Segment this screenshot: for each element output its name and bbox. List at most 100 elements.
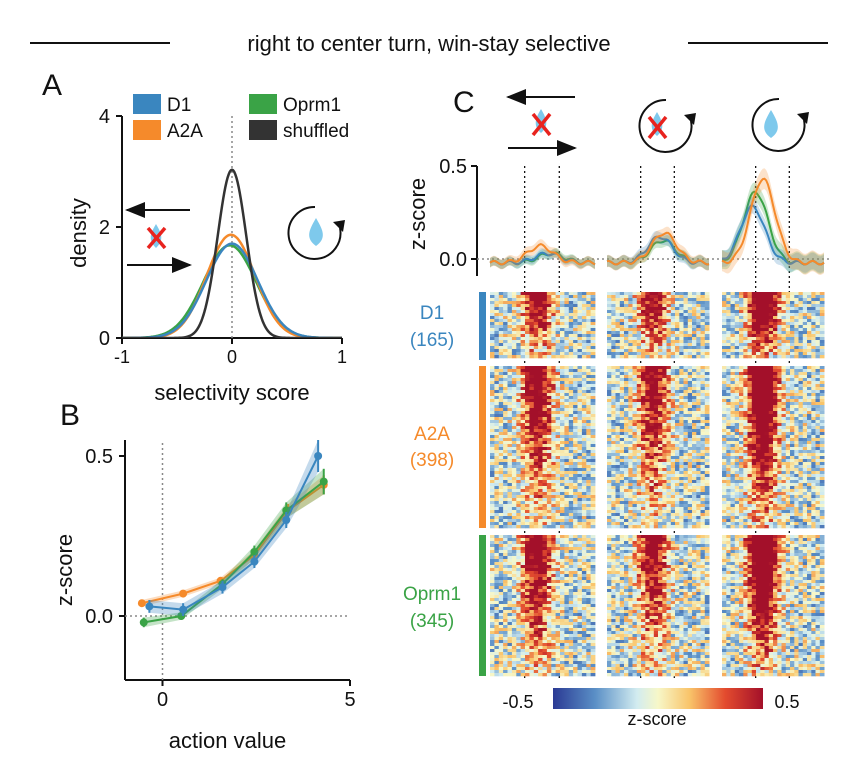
heatmap-cell bbox=[542, 501, 548, 505]
heatmap-cell bbox=[645, 474, 650, 478]
heatmap-cell bbox=[581, 522, 587, 526]
heatmap-cell bbox=[679, 343, 684, 347]
heatmap-cell bbox=[507, 471, 513, 475]
heatmap-cell bbox=[611, 402, 616, 406]
heatmap-cell bbox=[615, 355, 621, 359]
heatmap-cell bbox=[653, 435, 659, 439]
heatmap-cell bbox=[722, 307, 727, 311]
heatmap-cell bbox=[607, 519, 612, 523]
heatmap-cell bbox=[503, 369, 508, 373]
heatmap-cell bbox=[807, 396, 812, 400]
heatmap-cell bbox=[739, 328, 744, 332]
heatmap-cell bbox=[645, 495, 650, 499]
heatmap-cell bbox=[498, 322, 504, 326]
heatmap-cell bbox=[700, 447, 706, 451]
heatmap-cell bbox=[739, 322, 744, 326]
heatmap-cell bbox=[645, 447, 650, 451]
heatmap-cell bbox=[520, 441, 526, 445]
heatmap-cell bbox=[533, 405, 539, 409]
heatmap-cell bbox=[636, 292, 642, 296]
heatmap-cell bbox=[645, 384, 650, 388]
heatmap-cell bbox=[730, 337, 736, 341]
heatmap-cell bbox=[675, 337, 680, 341]
heatmap-cell bbox=[692, 486, 697, 490]
heatmap-cell bbox=[696, 444, 701, 448]
heatmap-cell bbox=[516, 471, 522, 475]
heatmap-cell bbox=[529, 375, 535, 379]
heatmap-cell bbox=[490, 325, 495, 329]
heatmap-cell bbox=[590, 325, 596, 329]
heatmap-cell bbox=[494, 480, 500, 484]
heatmap-cell bbox=[666, 435, 672, 439]
heatmap-cell bbox=[538, 295, 543, 299]
heatmap-cell bbox=[692, 372, 697, 376]
heatmap-cell bbox=[507, 337, 513, 341]
heatmap-cell bbox=[590, 492, 596, 496]
heatmap-cell bbox=[764, 384, 770, 388]
heatmap-cell bbox=[649, 343, 655, 347]
heatmap-cell bbox=[798, 414, 804, 418]
heatmap-cell bbox=[704, 519, 710, 523]
heatmap-cell bbox=[683, 471, 689, 475]
heatmap-cell bbox=[696, 408, 701, 412]
heatmap-cell bbox=[573, 340, 578, 344]
heatmap-cell bbox=[628, 435, 633, 439]
heatmap-cell bbox=[692, 489, 697, 493]
heatmap-cell bbox=[641, 438, 646, 442]
heatmap-cell bbox=[751, 402, 757, 406]
heatmap-cell bbox=[700, 495, 706, 499]
heatmap-cell bbox=[687, 396, 693, 400]
heatmap-cell bbox=[560, 471, 565, 475]
heatmap-cell bbox=[794, 355, 799, 359]
heatmap-cell bbox=[764, 417, 770, 421]
heatmap-cell bbox=[619, 480, 625, 484]
heatmap-cell bbox=[573, 504, 578, 508]
heatmap-cell bbox=[722, 331, 727, 335]
heatmap-cell bbox=[503, 420, 508, 424]
heatmap-cell bbox=[516, 486, 522, 490]
heatmap-cell bbox=[781, 304, 787, 308]
heatmap-cell bbox=[675, 352, 680, 356]
heatmap-cell bbox=[679, 295, 684, 299]
heatmap-cell bbox=[632, 316, 638, 320]
heatmap-cell bbox=[511, 340, 517, 344]
heatmap-cell bbox=[546, 480, 552, 484]
heatmap-cell bbox=[687, 471, 693, 475]
heatmap-cell bbox=[768, 307, 774, 311]
heatmap-cell bbox=[581, 486, 587, 490]
heatmap-cell bbox=[525, 504, 530, 508]
heatmap-cell bbox=[645, 438, 650, 442]
heatmap-cell bbox=[516, 516, 522, 520]
heatmap-cell bbox=[546, 307, 552, 311]
heatmap-cell bbox=[542, 390, 548, 394]
heatmap-cell bbox=[529, 319, 535, 323]
heatmap-cell bbox=[653, 438, 659, 442]
heatmap-cell bbox=[538, 408, 543, 412]
heatmap-cell bbox=[692, 334, 697, 338]
heatmap-cell bbox=[777, 441, 782, 445]
heatmap-cell bbox=[743, 399, 748, 403]
heatmap-cell bbox=[551, 495, 557, 499]
heatmap-cell bbox=[529, 298, 535, 302]
heatmap-cell bbox=[675, 393, 680, 397]
heatmap-cell bbox=[498, 516, 504, 520]
heatmap-cell bbox=[573, 414, 578, 418]
heatmap-cell bbox=[507, 522, 513, 526]
heatmap-cell bbox=[756, 343, 761, 347]
heatmap-cell bbox=[494, 337, 500, 341]
heatmap-cell bbox=[790, 435, 795, 439]
heatmap-cell bbox=[649, 435, 655, 439]
heatmap-cell bbox=[726, 307, 731, 311]
heatmap-cell bbox=[781, 432, 787, 436]
heatmap-cell bbox=[785, 438, 791, 442]
heatmap-cell bbox=[533, 447, 539, 451]
heatmap-cell bbox=[490, 313, 495, 317]
heatmap-cell bbox=[498, 307, 504, 311]
heatmap-cell bbox=[819, 322, 825, 326]
heatmap-cell bbox=[525, 411, 530, 415]
heatmap-cell bbox=[645, 507, 650, 511]
heatmap-cell bbox=[756, 414, 761, 418]
heatmap-cell bbox=[653, 426, 659, 430]
heatmap-cell bbox=[683, 384, 689, 388]
heatmap-cell bbox=[632, 372, 638, 376]
